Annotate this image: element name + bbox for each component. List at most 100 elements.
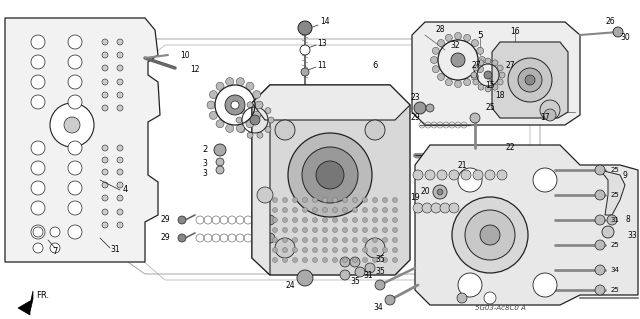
Circle shape [102, 169, 108, 175]
Circle shape [236, 78, 244, 85]
Circle shape [316, 161, 344, 189]
Circle shape [383, 227, 387, 233]
Circle shape [257, 102, 263, 108]
Circle shape [533, 168, 557, 192]
Circle shape [365, 263, 375, 273]
Circle shape [464, 34, 470, 41]
Circle shape [178, 234, 186, 242]
Circle shape [472, 40, 479, 47]
Circle shape [497, 79, 503, 85]
Circle shape [247, 132, 253, 138]
Circle shape [342, 197, 348, 203]
Circle shape [268, 117, 274, 123]
Circle shape [333, 207, 337, 212]
Circle shape [292, 248, 298, 253]
Circle shape [458, 168, 482, 192]
Polygon shape [600, 170, 625, 215]
Circle shape [544, 109, 556, 121]
Text: 9: 9 [623, 170, 627, 180]
Text: 22: 22 [505, 143, 515, 152]
Text: 25: 25 [611, 167, 620, 173]
Text: 3: 3 [203, 168, 207, 177]
Circle shape [333, 218, 337, 222]
Circle shape [383, 238, 387, 242]
Circle shape [451, 53, 465, 67]
Circle shape [31, 201, 45, 215]
Circle shape [303, 197, 307, 203]
Text: 28: 28 [435, 26, 445, 34]
Circle shape [437, 170, 447, 180]
Circle shape [392, 257, 397, 263]
Text: 34: 34 [373, 303, 383, 313]
Text: 31: 31 [363, 271, 373, 279]
Circle shape [292, 257, 298, 263]
Circle shape [117, 182, 123, 188]
Circle shape [457, 293, 467, 303]
Circle shape [492, 60, 498, 66]
Circle shape [253, 91, 260, 99]
Circle shape [297, 270, 313, 286]
Circle shape [613, 27, 623, 37]
Circle shape [282, 197, 287, 203]
Circle shape [257, 187, 273, 203]
Circle shape [303, 218, 307, 222]
Circle shape [362, 218, 367, 222]
Circle shape [265, 233, 275, 243]
Polygon shape [492, 42, 568, 118]
Circle shape [226, 78, 234, 85]
Circle shape [533, 273, 557, 297]
Circle shape [433, 185, 447, 199]
Circle shape [484, 292, 496, 304]
Circle shape [383, 248, 387, 253]
Circle shape [433, 47, 439, 54]
Circle shape [273, 238, 278, 242]
Circle shape [303, 227, 307, 233]
Circle shape [353, 218, 358, 222]
Circle shape [465, 210, 515, 260]
Circle shape [117, 222, 123, 228]
Circle shape [392, 238, 397, 242]
Circle shape [292, 238, 298, 242]
Circle shape [414, 102, 426, 114]
Circle shape [595, 190, 605, 200]
Circle shape [239, 108, 245, 114]
Circle shape [323, 227, 328, 233]
Text: 25: 25 [611, 242, 620, 248]
Circle shape [102, 182, 108, 188]
Circle shape [303, 238, 307, 242]
Circle shape [31, 225, 45, 239]
Circle shape [485, 170, 495, 180]
Circle shape [253, 111, 260, 119]
Text: 31: 31 [110, 246, 120, 255]
Circle shape [362, 248, 367, 253]
Circle shape [312, 218, 317, 222]
Circle shape [413, 203, 423, 213]
Circle shape [422, 203, 432, 213]
Circle shape [470, 113, 480, 123]
Circle shape [117, 145, 123, 151]
Text: 26: 26 [605, 18, 615, 26]
Circle shape [117, 195, 123, 201]
Circle shape [342, 248, 348, 253]
Circle shape [216, 82, 224, 90]
Circle shape [362, 227, 367, 233]
Circle shape [480, 225, 500, 245]
Circle shape [226, 124, 234, 132]
Circle shape [353, 197, 358, 203]
Circle shape [282, 238, 287, 242]
Circle shape [342, 207, 348, 212]
Circle shape [178, 216, 186, 224]
Text: 29: 29 [160, 234, 170, 242]
Text: 8: 8 [626, 216, 630, 225]
Circle shape [68, 75, 82, 89]
Circle shape [102, 209, 108, 215]
Circle shape [50, 227, 60, 237]
Circle shape [273, 248, 278, 253]
Text: 25: 25 [611, 287, 620, 293]
Circle shape [372, 248, 378, 253]
Text: 21: 21 [457, 160, 467, 169]
Circle shape [273, 227, 278, 233]
Text: 35: 35 [375, 256, 385, 264]
Circle shape [340, 257, 350, 267]
Circle shape [117, 105, 123, 111]
